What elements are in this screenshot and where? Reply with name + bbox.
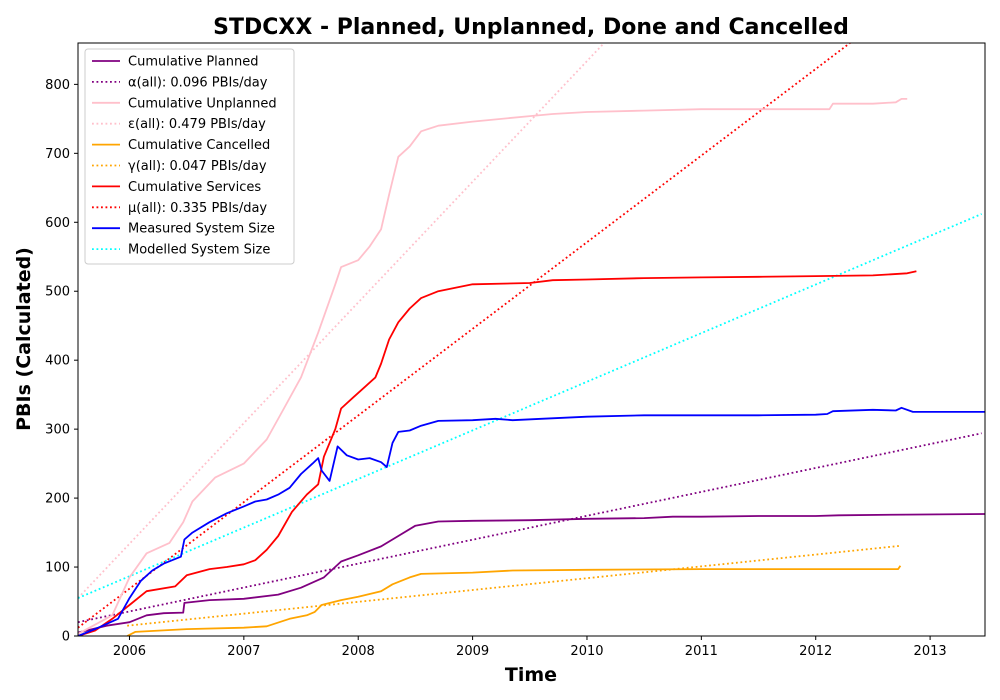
x-tick-label: 2013	[914, 644, 947, 659]
series-line-cumulative-cancelled	[126, 565, 902, 636]
series-line-cumulative-planned	[78, 513, 985, 634]
x-tick-label: 2007	[227, 644, 260, 659]
y-tick-label: 300	[45, 423, 70, 438]
plot-area	[78, 43, 985, 636]
series-line-cumulative-services	[78, 270, 917, 636]
y-tick-label: 800	[45, 78, 70, 93]
x-tick-label: 2011	[685, 644, 718, 659]
series-line-cumulative-unplanned	[78, 98, 908, 635]
legend-label-all-0-096-pbis-day: α(all): 0.096 PBIs/day	[128, 75, 268, 90]
series-line-measured-system-size	[78, 406, 985, 636]
series-line-all-0-335-pbis-day	[78, 43, 851, 629]
legend-label-all-0-479-pbis-day: ε(all): 0.479 PBIs/day	[128, 117, 266, 132]
series-line-all-0-096-pbis-day	[78, 432, 982, 624]
x-tick-label: 2006	[113, 644, 146, 659]
y-tick-label: 200	[45, 492, 70, 507]
chart-title: STDCXX - Planned, Unplanned, Done and Ca…	[213, 15, 849, 40]
y-tick-label: 500	[45, 285, 70, 300]
x-tick-label: 2008	[342, 644, 375, 659]
legend-label-all-0-047-pbis-day: γ(all): 0.047 PBIs/day	[128, 159, 267, 174]
y-axis-label: PBIs (Calculated)	[13, 247, 35, 431]
legend-label-cumulative-services: Cumulative Services	[128, 180, 261, 195]
series-line-modelled-system-size	[78, 213, 982, 599]
axes: 2006 2007 2008 2009 2010 2011 2012 2013 0 100 200 3…	[45, 42, 986, 659]
legend-label-modelled-system-size: Modelled System Size	[128, 243, 270, 258]
series-line-all-0-479-pbis-day	[78, 43, 605, 599]
legend-label-measured-system-size: Measured System Size	[128, 222, 275, 237]
series-line-all-0-047-pbis-day	[127, 544, 902, 627]
plot-frame	[77, 42, 986, 637]
y-tick-label: 700	[45, 147, 70, 162]
legend: Cumulative Planned α(all): 0.096 PBIs/day…	[84, 48, 295, 265]
y-tick-label: 100	[45, 561, 70, 576]
legend-box	[84, 48, 295, 265]
y-tick-label: 400	[45, 354, 70, 369]
x-tick-label: 2010	[570, 644, 603, 659]
y-tick-label: 0	[62, 630, 70, 645]
legend-label-cumulative-cancelled: Cumulative Cancelled	[128, 138, 270, 153]
x-axis-label: Time	[505, 664, 557, 686]
legend-label-all-0-335-pbis-day: μ(all): 0.335 PBIs/day	[128, 201, 267, 216]
y-tick-label: 600	[45, 216, 70, 231]
legend-label-cumulative-planned: Cumulative Planned	[128, 55, 258, 70]
x-tick-label: 2009	[456, 644, 489, 659]
x-tick-label: 2012	[799, 644, 832, 659]
legend-label-cumulative-unplanned: Cumulative Unplanned	[128, 96, 277, 111]
